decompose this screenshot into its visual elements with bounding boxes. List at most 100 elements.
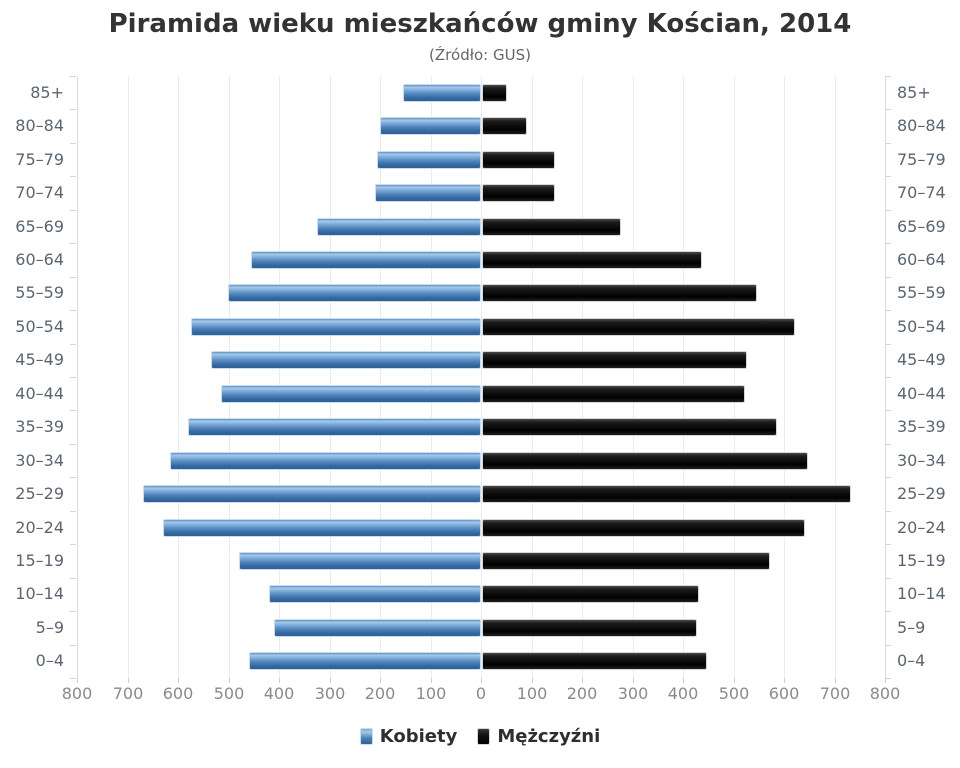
category-label-left: 55–59 — [15, 283, 64, 302]
category-tick-right — [885, 143, 891, 144]
category-tick-right — [885, 678, 891, 679]
bar-mezczyzni — [482, 151, 555, 169]
x-axis-tick — [229, 678, 230, 683]
bar-mezczyzni — [482, 652, 707, 670]
chart-subtitle: (Źródło: GUS) — [429, 46, 531, 64]
x-axis-tick-label: 100 — [415, 684, 447, 703]
x-axis-tick-label: 500 — [213, 684, 245, 703]
category-tick-left — [70, 511, 76, 512]
category-label-right: 85+ — [897, 83, 931, 102]
legend-swatch-kobiety — [359, 727, 373, 745]
x-axis-tick-label: 100 — [516, 684, 548, 703]
category-tick-left — [70, 477, 76, 478]
category-tick-left — [70, 277, 76, 278]
category-label-right: 30–34 — [897, 451, 946, 470]
bar-kobiety — [163, 519, 481, 537]
gridline — [582, 76, 583, 678]
bar-mezczyzni — [482, 318, 795, 336]
category-tick-right — [885, 210, 891, 211]
bar-mezczyzni — [482, 452, 808, 470]
category-label-right: 0–4 — [897, 651, 926, 670]
bar-kobiety — [403, 84, 481, 102]
bar-kobiety — [269, 585, 481, 603]
category-label-left: 10–14 — [15, 584, 64, 603]
category-label-left: 20–24 — [15, 518, 64, 537]
x-axis-tick — [178, 678, 179, 683]
category-label-left: 5–9 — [35, 618, 64, 637]
category-label-left: 65–69 — [15, 217, 64, 236]
category-label-right: 35–39 — [897, 417, 946, 436]
category-tick-left — [70, 109, 76, 110]
category-tick-right — [885, 410, 891, 411]
x-axis-tick-label: 0 — [475, 684, 487, 703]
category-label-left: 35–39 — [15, 417, 64, 436]
category-label-left: 25–29 — [15, 484, 64, 503]
category-label-left: 40–44 — [15, 384, 64, 403]
x-axis-tick-label: 700 — [819, 684, 851, 703]
category-tick-right — [885, 578, 891, 579]
bar-mezczyzni — [482, 117, 527, 135]
category-tick-right — [885, 611, 891, 612]
gridline — [835, 76, 836, 678]
category-tick-left — [70, 310, 76, 311]
category-tick-left — [70, 611, 76, 612]
x-axis-tick — [431, 678, 432, 683]
category-tick-right — [885, 645, 891, 646]
gridline — [481, 76, 482, 678]
x-axis-tick-label: 700 — [112, 684, 144, 703]
category-tick-left — [70, 210, 76, 211]
gridline — [178, 76, 179, 678]
x-axis-tick-label: 600 — [162, 684, 194, 703]
bar-kobiety — [377, 151, 481, 169]
category-label-right: 80–84 — [897, 116, 946, 135]
category-tick-right — [885, 76, 891, 77]
x-axis-tick — [481, 678, 482, 683]
gridline — [279, 76, 280, 678]
category-label-right: 50–54 — [897, 317, 946, 336]
bar-kobiety — [188, 418, 481, 436]
category-label-right: 45–49 — [897, 350, 946, 369]
x-axis-tick-label: 800 — [869, 684, 901, 703]
category-tick-right — [885, 310, 891, 311]
plot-area — [76, 76, 886, 678]
x-axis-tick-label: 200 — [566, 684, 598, 703]
gridline — [734, 76, 735, 678]
bar-kobiety — [211, 351, 481, 369]
gridline — [229, 76, 230, 678]
x-axis-tick — [633, 678, 634, 683]
category-tick-right — [885, 444, 891, 445]
category-label-right: 55–59 — [897, 283, 946, 302]
category-label-left: 45–49 — [15, 350, 64, 369]
category-tick-left — [70, 143, 76, 144]
x-axis-tick-label: 800 — [61, 684, 93, 703]
x-axis-tick-label: 400 — [667, 684, 699, 703]
legend-label-mezczyzni: Mężczyźni — [497, 725, 601, 747]
bar-kobiety — [239, 552, 481, 570]
bar-mezczyzni — [482, 218, 621, 236]
x-axis-tick-label: 500 — [718, 684, 750, 703]
legend-item-kobiety: Kobiety — [359, 726, 457, 747]
category-tick-left — [70, 678, 76, 679]
category-label-right: 75–79 — [897, 150, 946, 169]
x-axis-tick — [532, 678, 533, 683]
category-tick-right — [885, 511, 891, 512]
x-axis-tick — [330, 678, 331, 683]
gridline — [431, 76, 432, 678]
bar-kobiety — [143, 485, 481, 503]
category-label-right: 10–14 — [897, 584, 946, 603]
bar-mezczyzni — [482, 251, 702, 269]
x-axis-tick — [380, 678, 381, 683]
category-tick-left — [70, 76, 76, 77]
gridline — [128, 76, 129, 678]
x-axis-tick — [279, 678, 280, 683]
category-label-left: 60–64 — [15, 250, 64, 269]
category-tick-left — [70, 410, 76, 411]
x-axis-tick-label: 200 — [364, 684, 396, 703]
category-label-left: 30–34 — [15, 451, 64, 470]
category-label-right: 40–44 — [897, 384, 946, 403]
category-tick-right — [885, 344, 891, 345]
x-axis-tick — [885, 678, 886, 683]
bar-mezczyzni — [482, 485, 851, 503]
category-label-right: 5–9 — [897, 618, 926, 637]
gridline — [380, 76, 381, 678]
